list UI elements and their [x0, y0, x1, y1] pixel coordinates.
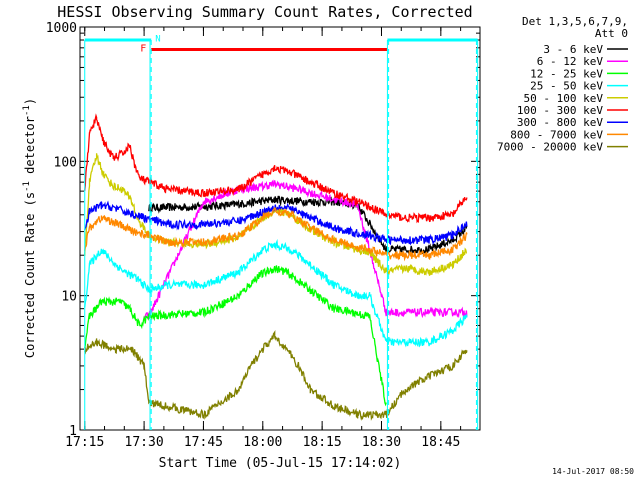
series-line: [84, 200, 468, 246]
series-line: [143, 179, 468, 320]
y-tick-label: 100: [54, 155, 77, 170]
night-marker-label: N: [155, 34, 160, 44]
flare-marker-label: F: [140, 43, 146, 54]
x-tick-label: 18:15: [303, 435, 342, 450]
legend-label: 50 - 100 keV: [524, 92, 604, 105]
legend-label: 12 - 25 keV: [530, 67, 603, 80]
legend-label: 7000 - 20000 keV: [497, 141, 603, 154]
x-tick-label: 18:30: [362, 435, 401, 450]
y-axis-label-sup2: -1: [22, 105, 32, 116]
series-line: [84, 238, 468, 348]
y-tick-label: 1: [69, 424, 77, 439]
x-tick-label: 18:00: [243, 435, 282, 450]
legend-label: 300 - 800 keV: [517, 116, 603, 129]
x-axis-label: Start Time (05-Jul-15 17:14:02): [159, 456, 402, 471]
series-line: [84, 265, 387, 407]
y-axis-label-main: Corrected Count Rate (s: [23, 192, 37, 358]
y-axis-label: Corrected Count Rate (s-1 detector-1): [22, 98, 37, 358]
legend-label: 3 - 6 keV: [543, 43, 603, 56]
plot-frame: [79, 26, 481, 431]
series-line: [84, 330, 468, 421]
x-tick-label: 17:30: [125, 435, 164, 450]
y-axis-label-sup1: -1: [22, 181, 32, 192]
legend-label: 100 - 300 keV: [517, 104, 603, 117]
legend-label: 6 - 12 keV: [537, 55, 604, 68]
legend-label: 25 - 50 keV: [530, 80, 603, 93]
series-line: [84, 113, 468, 224]
series-line: [84, 207, 468, 262]
chart-title: HESSI Observing Summary Count Rates, Cor…: [57, 3, 472, 21]
legend-label: 800 - 7000 keV: [510, 128, 603, 141]
legend-header-2: Att 0: [595, 27, 628, 40]
plot-area: 1 10 100 1000 17:15 17:30 17:45 18:00 18:15 18:30…: [46, 21, 481, 450]
legend-header-1: Det 1,3,5,6,7,9,: [522, 15, 628, 28]
y-axis-label-end: ): [23, 98, 37, 105]
x-tick-label: 17:15: [65, 435, 104, 450]
y-tick-label: 10: [61, 290, 77, 305]
y-tick-label: 1000: [46, 21, 77, 36]
x-tick-label: 18:45: [421, 435, 460, 450]
timestamp: 14-Jul-2017 08:50: [552, 467, 634, 476]
y-axis-label-mid: detector: [23, 116, 37, 181]
x-tick-label: 17:45: [184, 435, 223, 450]
